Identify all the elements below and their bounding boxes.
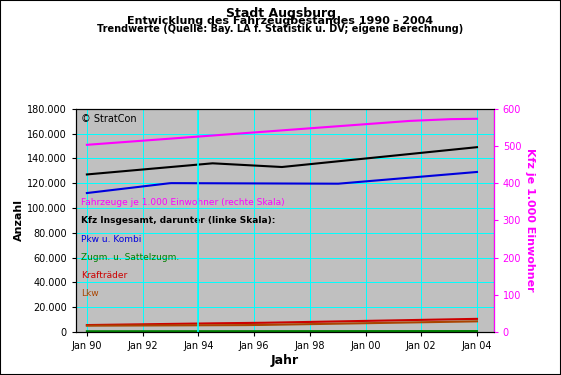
Y-axis label: Kfz je 1.000 Einwohner: Kfz je 1.000 Einwohner <box>525 148 535 292</box>
Text: Trendwerte (Quelle: Bay. LA f. Statistik u. DV; eigene Berechnung): Trendwerte (Quelle: Bay. LA f. Statistik… <box>98 24 463 34</box>
Text: Fahrzeuge je 1.000 Einwohner (rechte Skala): Fahrzeuge je 1.000 Einwohner (rechte Ska… <box>81 198 284 207</box>
Text: Zugm. u. Sattelzugm.: Zugm. u. Sattelzugm. <box>81 253 179 262</box>
Text: Krafträder: Krafträder <box>81 271 127 280</box>
Text: © StratCon: © StratCon <box>81 114 136 125</box>
X-axis label: Jahr: Jahr <box>270 354 299 367</box>
Text: Kfz Insgesamt, darunter (linke Skala):: Kfz Insgesamt, darunter (linke Skala): <box>81 216 275 225</box>
Text: Stadt Augsburg: Stadt Augsburg <box>226 8 335 21</box>
Y-axis label: Anzahl: Anzahl <box>14 200 24 242</box>
Text: Pkw u. Kombi: Pkw u. Kombi <box>81 235 141 244</box>
Text: Lkw: Lkw <box>81 290 98 298</box>
Text: Entwicklung des Fahrzeugbestandes 1990 - 2004: Entwicklung des Fahrzeugbestandes 1990 -… <box>127 16 434 26</box>
